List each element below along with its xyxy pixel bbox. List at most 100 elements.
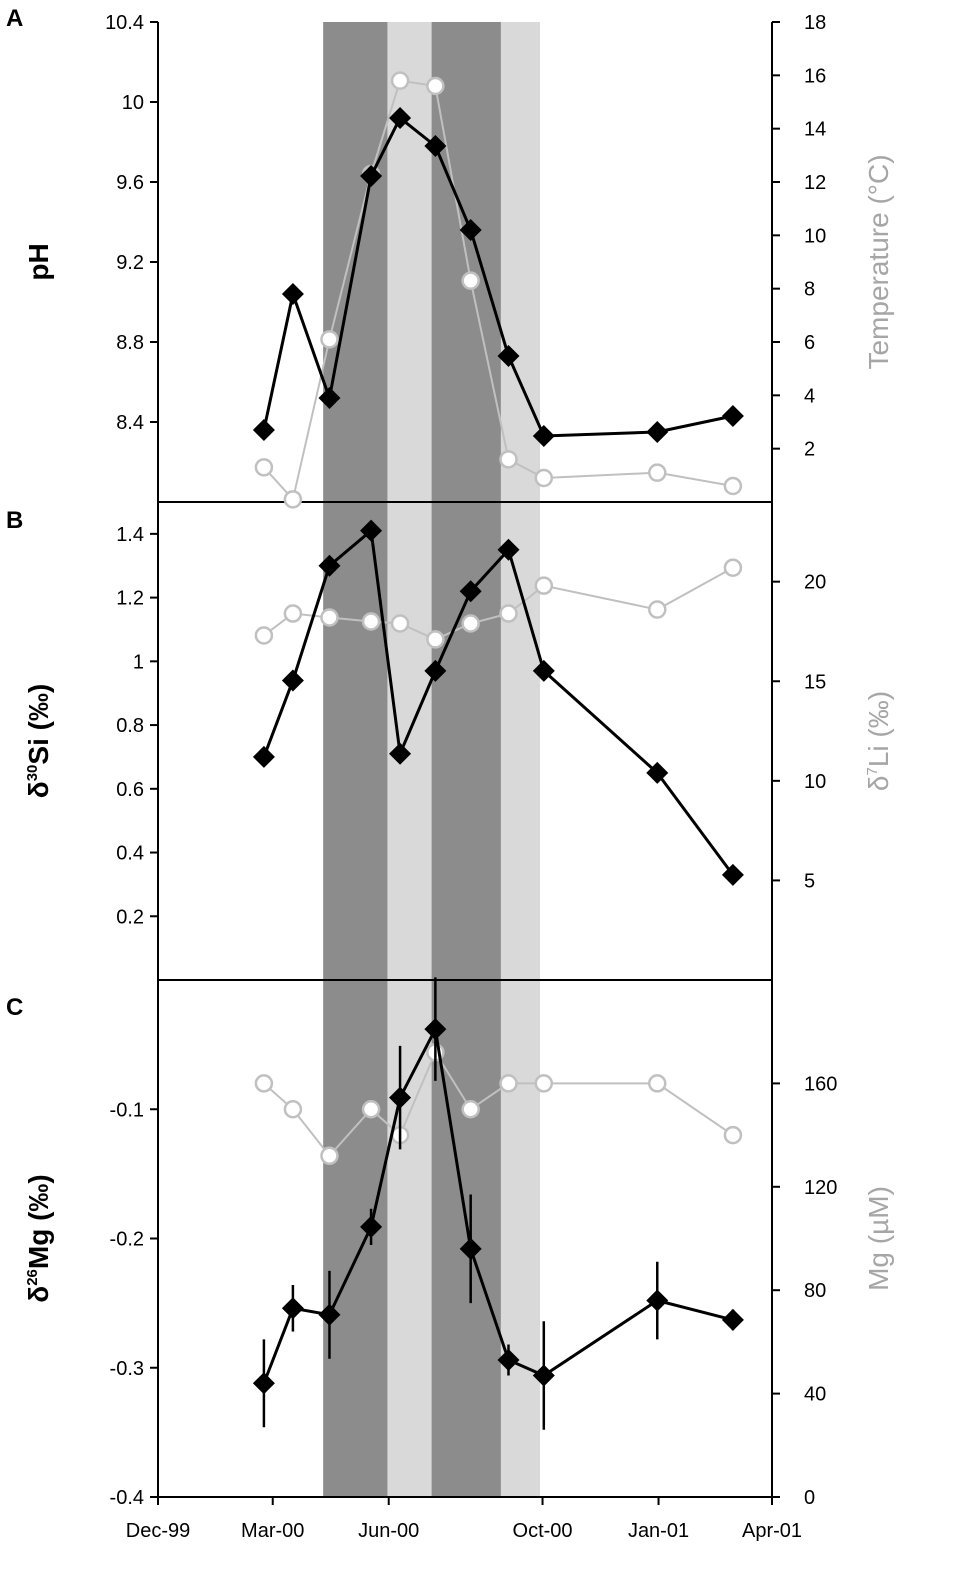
data-point-circle xyxy=(461,271,480,290)
right-tick-label: 120 xyxy=(804,1177,837,1199)
data-point-diamond xyxy=(424,1018,447,1041)
right-tick-label: 6 xyxy=(804,332,815,354)
right-tick-label: 12 xyxy=(804,172,826,194)
series-secondary xyxy=(254,558,743,649)
left-tick-label: -0.2 xyxy=(110,1229,144,1251)
x-axis: Dec-99 Mar-00 Jun-00 Oct-00 Jan-01 Apr-01 xyxy=(126,1497,802,1542)
series-primary xyxy=(252,107,744,447)
right-tick-label: 5 xyxy=(804,870,815,892)
data-point-diamond xyxy=(532,1364,555,1387)
x-tick-label: Oct-00 xyxy=(513,1520,573,1542)
left-tick-label: 1 xyxy=(133,651,144,673)
data-point-circle xyxy=(499,604,518,623)
x-tick-label: Apr-01 xyxy=(742,1520,802,1542)
data-point-circle xyxy=(283,604,303,623)
right-tick-label: 160 xyxy=(804,1073,837,1095)
right-tick-label: 16 xyxy=(804,65,826,87)
data-point-diamond xyxy=(532,659,555,682)
left-tick-label: 10.4 xyxy=(105,12,144,34)
band-dark xyxy=(431,22,501,1497)
right-axis-title: δ7Li (‰) xyxy=(863,691,894,791)
left-tick-label: 0.8 xyxy=(116,715,144,737)
right-tick-label: 4 xyxy=(804,385,815,407)
right-tick-label: 2 xyxy=(804,439,815,461)
data-point-diamond xyxy=(360,519,383,542)
left-tick-label: -0.3 xyxy=(110,1358,144,1380)
data-point-circle xyxy=(361,612,381,631)
data-point-circle xyxy=(499,1074,518,1093)
data-point-circle xyxy=(254,1074,274,1093)
data-point-diamond xyxy=(459,1237,482,1260)
panel-B: B 0.2 0.4 0.6 0.8 1 1.2 1.4 5 10 15 20 δ30Si (‰) δ7Li… xyxy=(6,502,894,981)
band-light xyxy=(500,22,541,1497)
right-tick-label: 10 xyxy=(804,225,826,247)
data-point-diamond xyxy=(318,387,341,409)
left-tick-label: 8.8 xyxy=(116,332,144,354)
data-point-diamond xyxy=(318,554,341,577)
data-point-diamond xyxy=(721,863,744,886)
data-point-diamond xyxy=(424,135,447,157)
left-tick-label: 8.4 xyxy=(116,412,144,434)
panel-letter: A xyxy=(6,5,23,32)
data-point-diamond xyxy=(318,1303,341,1326)
x-tick-label: Dec-99 xyxy=(126,1520,190,1542)
right-tick-label: 80 xyxy=(804,1280,826,1302)
left-tick-label: 9.2 xyxy=(116,252,144,274)
data-point-diamond xyxy=(459,580,482,603)
right-tick-label: 18 xyxy=(804,12,826,34)
shaded-bands xyxy=(323,22,541,1497)
data-point-circle xyxy=(648,463,667,482)
left-axis-title: pH xyxy=(23,243,54,280)
data-point-diamond xyxy=(646,761,669,784)
left-tick-label: -0.4 xyxy=(110,1487,144,1509)
x-tick-label: Jan-01 xyxy=(628,1520,689,1542)
data-point-circle xyxy=(723,1125,743,1145)
series-primary xyxy=(252,977,744,1430)
series-primary xyxy=(252,519,744,886)
left-axis-title: δ26Mg (‰) xyxy=(23,1174,54,1303)
panel-A: A 8.4 8.8 9.2 9.6 10 10.4 2 4 6 8 10 12 14 16 18 pH Tempe… xyxy=(6,5,894,509)
right-tick-label: 8 xyxy=(804,279,815,301)
band-light xyxy=(387,22,432,1497)
data-point-circle xyxy=(283,490,303,509)
data-point-circle xyxy=(534,576,554,595)
left-tick-label: 1.2 xyxy=(116,588,144,610)
data-point-diamond xyxy=(252,745,275,768)
data-point-diamond xyxy=(360,1215,383,1238)
data-point-circle xyxy=(283,1100,303,1119)
right-tick-label: 14 xyxy=(804,119,826,141)
data-point-diamond xyxy=(281,1297,304,1320)
left-tick-label: -0.1 xyxy=(110,1099,144,1121)
data-point-diamond xyxy=(497,538,520,561)
data-point-diamond xyxy=(252,1372,275,1395)
data-point-circle xyxy=(648,600,667,619)
data-point-diamond xyxy=(459,219,482,241)
data-point-circle xyxy=(534,468,554,488)
data-point-circle xyxy=(254,626,274,645)
data-point-circle xyxy=(390,614,410,633)
right-tick-label: 20 xyxy=(804,572,826,594)
data-point-diamond xyxy=(389,107,412,129)
left-tick-label: 0.6 xyxy=(116,779,144,801)
data-point-diamond xyxy=(497,1348,520,1371)
data-point-diamond xyxy=(252,419,275,441)
data-point-diamond xyxy=(389,742,412,765)
right-axis-title: Temperature (°C) xyxy=(863,154,894,369)
data-point-circle xyxy=(320,608,339,627)
data-point-circle xyxy=(254,458,274,477)
panel-C: C -0.4 -0.3 -0.2 -0.1 0 40 80 120 160 δ26Mg (‰) Mg … xyxy=(6,977,894,1509)
data-point-diamond xyxy=(646,1289,669,1312)
data-point-circle xyxy=(426,630,445,649)
data-point-diamond xyxy=(424,659,447,682)
left-tick-label: 1.4 xyxy=(116,524,144,546)
data-point-circle xyxy=(390,71,410,90)
data-point-circle xyxy=(723,476,743,496)
x-tick-label: Mar-00 xyxy=(241,1520,304,1542)
left-tick-label: 0.2 xyxy=(116,906,144,928)
right-axis-title: Mg (µM) xyxy=(863,1186,894,1291)
right-tick-label: 15 xyxy=(804,671,826,693)
data-point-diamond xyxy=(721,405,744,427)
left-tick-label: 10 xyxy=(122,92,144,114)
